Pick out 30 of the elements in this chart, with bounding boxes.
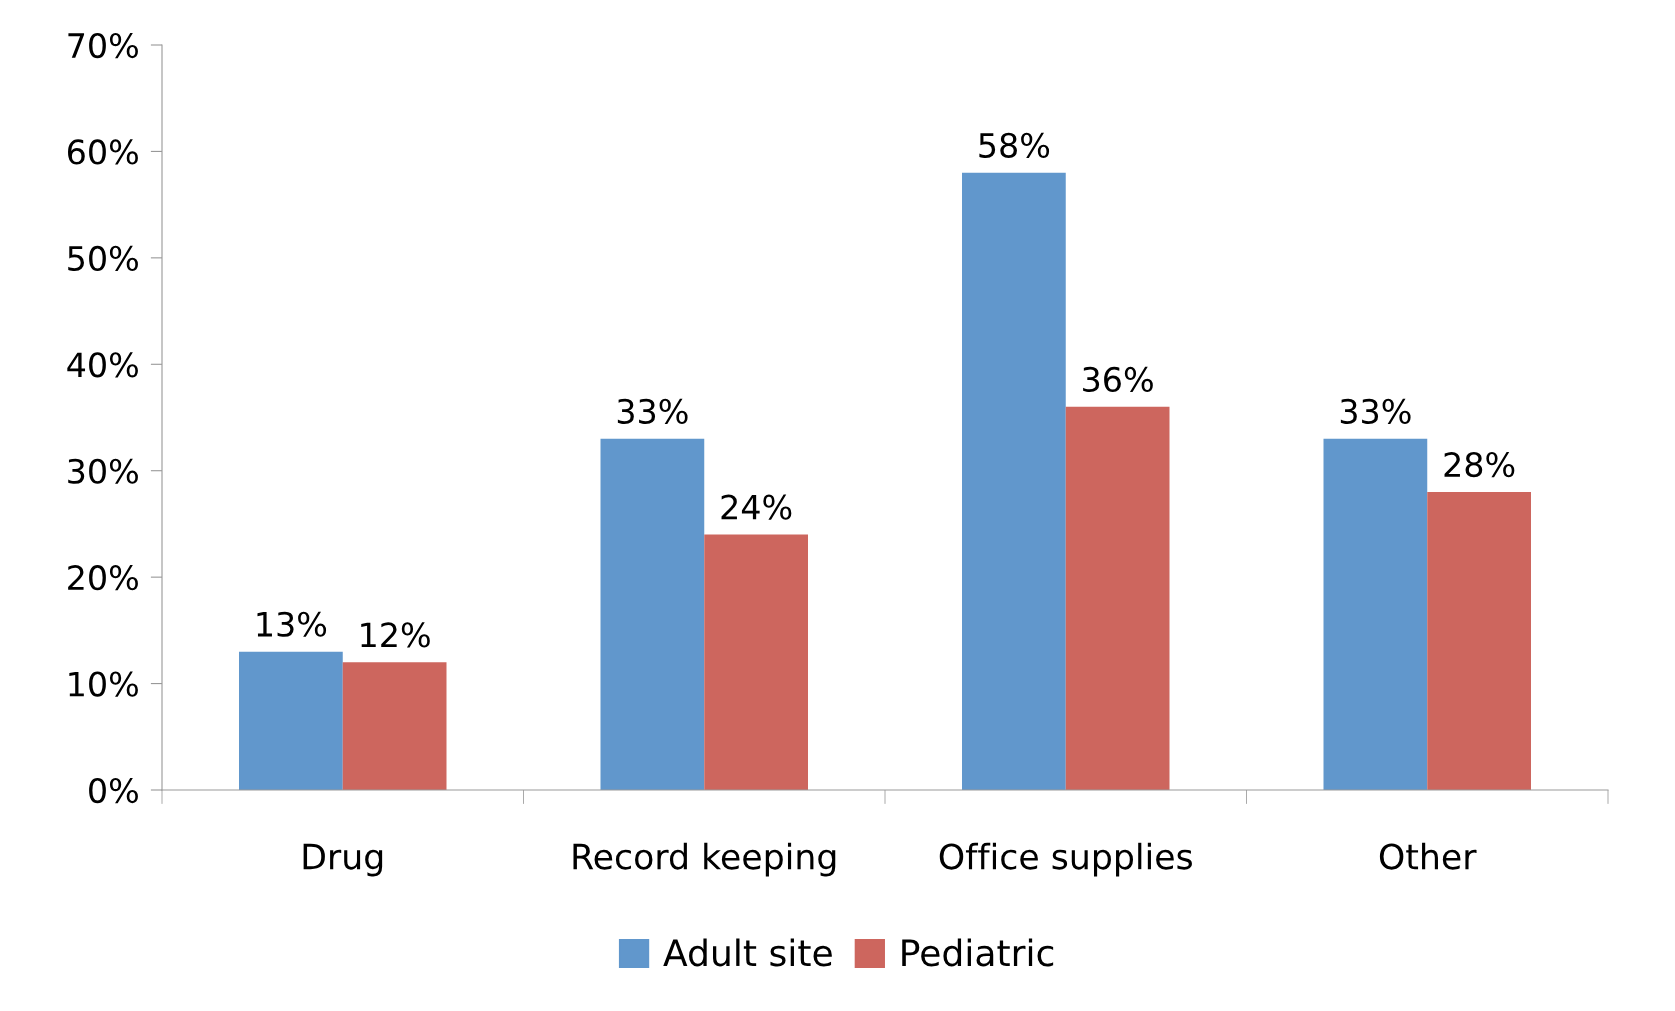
data-label: 33% <box>617 398 688 424</box>
y-tick-label: 30% <box>68 458 138 484</box>
y-tick-label: 10% <box>69 671 138 697</box>
bar <box>342 662 447 790</box>
bar <box>1065 406 1170 790</box>
x-tick-label: Drug <box>303 843 383 877</box>
bar <box>600 438 705 790</box>
y-tick-label: 60% <box>68 139 138 165</box>
data-label: 36% <box>1083 366 1153 393</box>
y-tick-label: 50% <box>68 245 138 271</box>
data-label: 58% <box>979 132 1050 158</box>
data-label: 24% <box>721 494 792 520</box>
x-tick-label: Record keeping <box>573 842 836 877</box>
data-label: 28% <box>1444 451 1515 478</box>
bar <box>1427 492 1531 790</box>
data-label: 13% <box>257 611 327 637</box>
bar <box>1323 438 1428 790</box>
x-tick-label: Office supplies <box>939 842 1192 877</box>
data-label: 12% <box>361 622 430 648</box>
x-tick-label: Other <box>1379 842 1477 870</box>
legend-label: Pediatric <box>902 938 1054 967</box>
data-label: 33% <box>1340 398 1411 424</box>
y-tick-label: 70% <box>68 32 138 59</box>
y-tick-label: 40% <box>67 352 138 378</box>
y-tick-label: 20% <box>68 565 138 591</box>
y-tick-label: 0% <box>89 777 138 804</box>
legend-label: Adult site <box>663 938 832 967</box>
bar <box>239 651 343 790</box>
bar <box>704 534 808 790</box>
bar <box>962 172 1066 790</box>
